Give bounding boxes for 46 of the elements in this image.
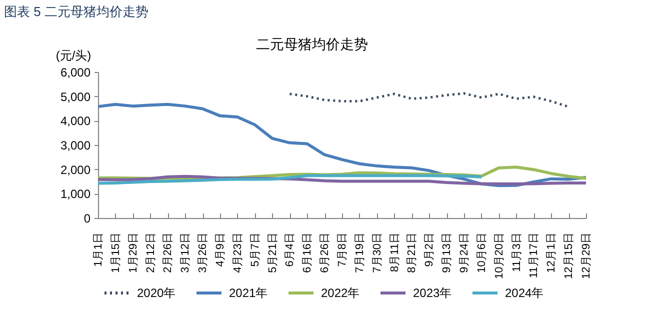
x-tick-label: 7月19日 (354, 232, 366, 273)
x-tick-label: 7月30日 (371, 232, 384, 273)
x-tick-label: 9月24日 (458, 232, 470, 273)
x-tick-label: 8月11日 (388, 232, 401, 272)
legend-label: 2024年 (505, 286, 544, 300)
x-tick-label: 8月21日 (406, 232, 418, 273)
y-axis-title: (元/头) (56, 48, 92, 62)
x-tick-label: 6月16日 (302, 232, 314, 273)
x-tick-label: 10月20日 (493, 232, 506, 279)
x-tick-label: 4月23日 (232, 232, 244, 273)
x-tick-label: 1月29日 (127, 232, 140, 273)
y-tick-label: 2,000 (60, 162, 91, 177)
x-tick-label: 3月26日 (197, 232, 210, 273)
legend-label: 2021年 (229, 286, 268, 300)
y-tick-label: 0 (84, 212, 91, 226)
y-tick-label: 5,000 (60, 90, 91, 104)
x-tick-label: 12月1日 (546, 232, 558, 273)
x-tick-label: 5月21日 (266, 232, 279, 273)
x-tick-label: 4月9日 (214, 232, 226, 267)
y-tick-label: 3,000 (60, 138, 91, 152)
y-tick-label: 1,000 (60, 187, 91, 202)
chart-title: 二元母猪均价走势 (256, 37, 368, 53)
x-tick-label: 9月13日 (441, 232, 454, 273)
x-tick-label: 11月3日 (510, 232, 523, 272)
x-tick-label: 12月15日 (563, 232, 576, 279)
y-tick-label: 4,000 (60, 114, 91, 128)
x-tick-label: 3月12日 (180, 232, 192, 273)
legend-label: 2022年 (321, 286, 360, 300)
x-tick-label: 12月29日 (580, 232, 592, 279)
x-tick-label: 10月6日 (476, 232, 488, 273)
x-tick-label: 6月4日 (284, 232, 296, 267)
x-tick-label: 2月26日 (162, 232, 174, 273)
x-tick-label: 7月8日 (336, 232, 348, 267)
y-tick-label: 6,000 (60, 66, 91, 80)
text: 图表 5 二元母猪均价走势 (4, 4, 148, 20)
x-tick-label: 6月26日 (319, 232, 332, 273)
line-series (96, 174, 483, 185)
x-tick-label: 1月15日 (110, 232, 122, 273)
line-series (288, 92, 570, 108)
x-tick-label: 11月17日 (528, 232, 540, 278)
x-tick-label: 2月12日 (144, 232, 157, 273)
x-tick-label: 1月1日 (92, 232, 104, 267)
x-tick-label: 9月2日 (424, 232, 436, 267)
legend-label: 2023年 (413, 286, 452, 300)
legend-label: 2020年 (137, 286, 176, 300)
x-tick-label: 5月7日 (249, 232, 262, 267)
